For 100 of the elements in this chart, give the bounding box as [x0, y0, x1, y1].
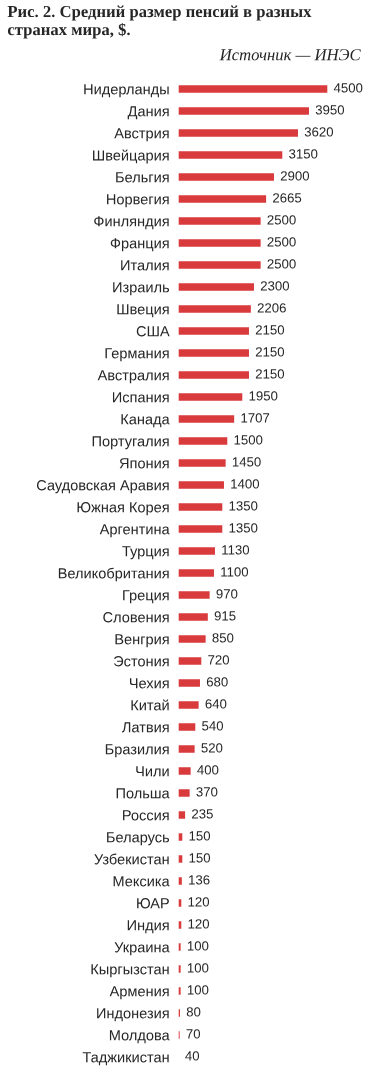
y-tick-label: Армения — [109, 986, 169, 1000]
y-tick-label: Саудовская Аравия — [36, 480, 169, 494]
data-label: 235 — [192, 809, 213, 819]
bar — [178, 567, 216, 579]
bar — [178, 149, 284, 161]
y-tick-label: Кыргызстан — [91, 964, 169, 978]
bar — [178, 743, 197, 755]
y-tick-label: Венгрия — [115, 634, 169, 648]
y-tick-label: Аргентина — [99, 524, 170, 538]
bar — [178, 897, 183, 909]
bar — [178, 347, 251, 359]
data-label: 2206 — [257, 303, 286, 313]
y-tick-label: Южная Корея — [77, 502, 169, 516]
data-label: 40 — [185, 1051, 200, 1061]
data-label: 850 — [212, 633, 234, 643]
y-tick-label: Польша — [116, 788, 170, 799]
chart-title: Рис. 2. Средний размер пенсий в разных странах мира, $. — [7, 5, 312, 39]
y-tick-label: Китай — [131, 699, 169, 711]
data-label: 970 — [216, 589, 238, 599]
data-label: 2500 — [267, 259, 296, 269]
data-label: 150 — [189, 831, 211, 841]
data-label: 1500 — [234, 435, 263, 445]
data-label: 640 — [205, 699, 227, 709]
data-label: 2150 — [255, 325, 285, 335]
data-label: 680 — [206, 677, 228, 687]
data-label: 2665 — [273, 193, 302, 203]
y-tick-label: США — [136, 326, 170, 337]
bar — [178, 105, 311, 117]
bar — [178, 457, 228, 469]
data-label: 100 — [187, 985, 209, 995]
data-label: 520 — [201, 743, 223, 753]
bar — [178, 127, 300, 139]
y-tick-label: Швейцария — [93, 149, 169, 164]
y-tick-label: Германия — [105, 348, 169, 362]
bar — [178, 523, 224, 535]
y-tick-label: Норвегия — [107, 194, 169, 208]
data-label: 4500 — [333, 83, 363, 93]
data-label: 120 — [188, 897, 210, 907]
bar — [178, 215, 263, 227]
bar — [178, 941, 183, 953]
bar — [178, 237, 263, 249]
data-label: 540 — [202, 721, 224, 731]
data-label: 3950 — [315, 105, 345, 115]
bar — [178, 259, 263, 271]
y-tick-label: Эстония — [113, 656, 169, 667]
y-tick-label: Турция — [122, 546, 169, 560]
data-label: 1707 — [241, 413, 270, 423]
bar — [178, 831, 184, 843]
y-tick-label: Бельгия — [116, 172, 169, 183]
bar — [178, 699, 201, 711]
bar — [178, 677, 202, 689]
bar — [178, 1007, 182, 1019]
y-tick-label: Бразилия — [105, 744, 169, 758]
y-tick-label: Испания — [112, 392, 169, 403]
data-label: 1950 — [249, 391, 278, 401]
y-tick-label: Австрия — [114, 128, 169, 142]
y-tick-label: Израиль — [113, 282, 170, 296]
data-label: 400 — [197, 765, 219, 775]
bar — [178, 171, 276, 183]
bar — [178, 391, 244, 403]
bar — [178, 721, 197, 733]
y-tick-label: Латвия — [121, 722, 169, 733]
bar — [178, 765, 193, 777]
data-label: 1100 — [221, 567, 249, 577]
bar — [178, 633, 208, 645]
y-tick-label: Франция — [110, 238, 169, 252]
bar — [178, 193, 268, 205]
y-tick-label: Мексика — [113, 876, 170, 887]
data-label: 136 — [189, 875, 210, 885]
bar — [178, 809, 187, 821]
data-label: 2500 — [267, 215, 296, 225]
bar — [178, 1029, 182, 1041]
y-tick-label: Россия — [123, 810, 169, 821]
data-label: 915 — [214, 611, 236, 621]
y-tick-label: Канада — [121, 414, 170, 428]
y-tick-label: Словения — [103, 612, 169, 623]
data-label: 2150 — [255, 347, 285, 357]
y-tick-label: Великобритания — [58, 567, 169, 582]
data-label: 2500 — [267, 237, 296, 247]
data-label: 3150 — [289, 149, 318, 159]
y-tick-label: Узбекистан — [94, 853, 169, 865]
y-tick-label: Молдова — [109, 1030, 170, 1044]
bar — [178, 655, 203, 667]
bar — [178, 919, 183, 931]
bar — [178, 589, 212, 601]
bar — [178, 501, 224, 513]
data-label: 1130 — [222, 545, 250, 555]
y-tick-label: Греция — [123, 590, 169, 604]
data-label: 3620 — [304, 127, 334, 137]
bar — [178, 853, 184, 865]
y-tick-label: Чехия — [129, 678, 169, 689]
data-label: 370 — [196, 787, 218, 797]
y-tick-label: Австралия — [97, 370, 169, 384]
text: Источник — ИНЭС — [219, 49, 361, 61]
bar — [178, 985, 183, 997]
y-tick-label: Япония — [119, 458, 169, 469]
y-tick-label: Беларусь — [107, 832, 170, 846]
data-label: 1350 — [229, 501, 258, 511]
y-tick-label: Индия — [127, 920, 169, 934]
y-tick-label: Индонезия — [97, 1008, 169, 1022]
